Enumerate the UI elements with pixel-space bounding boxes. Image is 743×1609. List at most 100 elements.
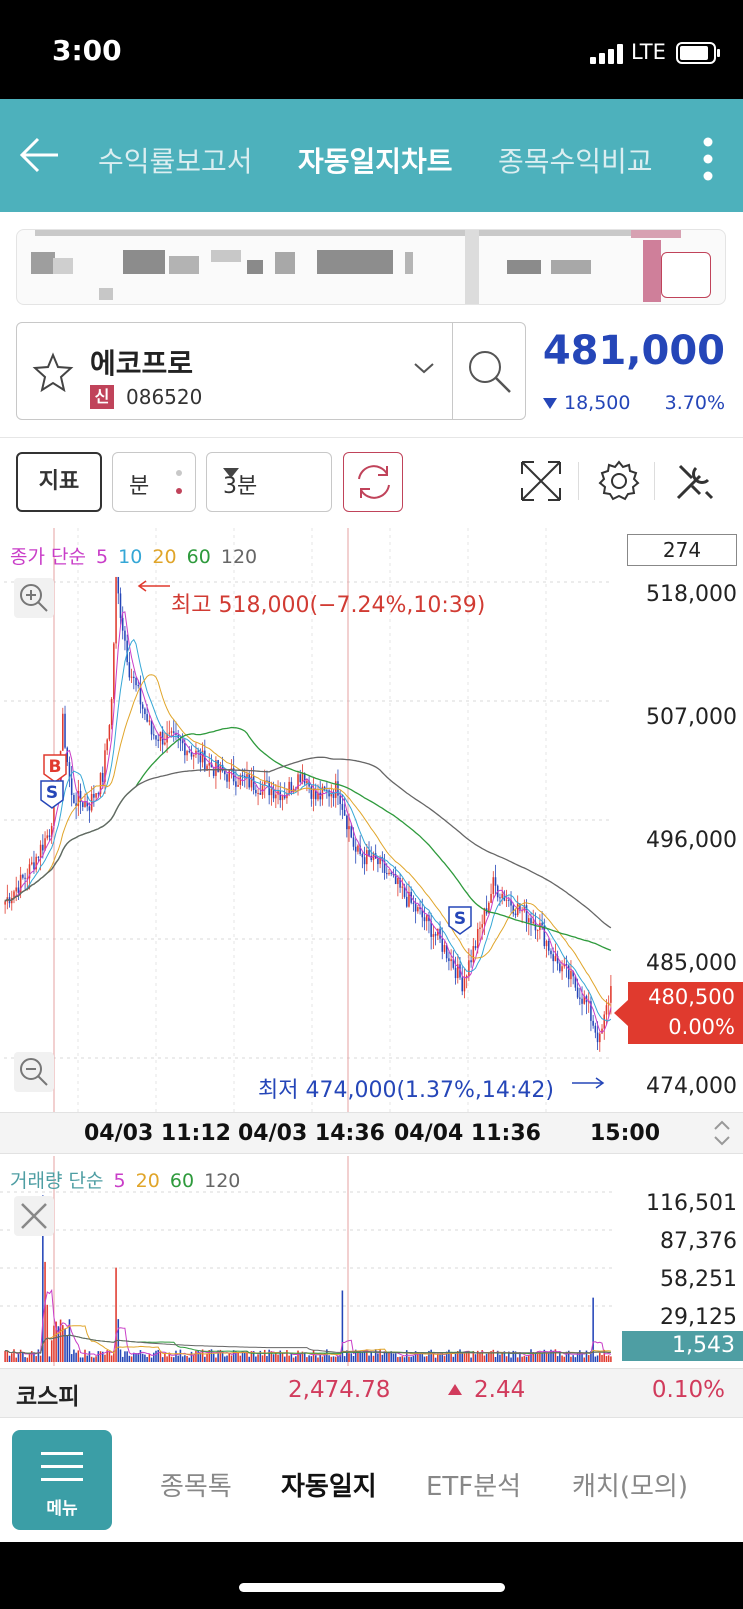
zoom-out-button[interactable] xyxy=(14,1052,54,1092)
candle-body xyxy=(457,964,459,979)
kospi-change: 2.44 xyxy=(474,1377,526,1403)
volume-bar xyxy=(448,1349,450,1362)
chevron-down-icon[interactable] xyxy=(412,360,436,376)
volume-bar xyxy=(113,1350,115,1362)
nav-etf-analysis[interactable]: ETF분석 xyxy=(426,1472,522,1502)
volume-bar xyxy=(390,1351,392,1362)
gear-icon[interactable] xyxy=(596,458,642,504)
volume-bar xyxy=(552,1351,554,1362)
volume-legend-ma-120: 120 xyxy=(204,1170,241,1192)
candle-body xyxy=(42,844,44,851)
candle-body xyxy=(334,781,337,798)
tools-icon[interactable] xyxy=(672,458,718,504)
volume-bar xyxy=(432,1352,435,1362)
star-icon[interactable] xyxy=(32,352,74,392)
volume-bar xyxy=(430,1349,432,1362)
volume-bar xyxy=(26,1357,29,1362)
candle-body xyxy=(590,1001,592,1021)
candle-body xyxy=(13,891,15,899)
volume-bar xyxy=(4,1350,6,1362)
low-label: 최저 474,000(1.37%,14:42) xyxy=(258,1078,554,1103)
caret-down-icon xyxy=(223,468,239,478)
candle-body xyxy=(4,901,6,905)
volume-bar xyxy=(130,1356,133,1362)
volume-bar xyxy=(434,1357,437,1362)
ma-line-10 xyxy=(4,638,612,1022)
volume-bar xyxy=(423,1356,426,1362)
zoom-in-button[interactable] xyxy=(14,578,54,618)
candle-body xyxy=(115,576,117,644)
candle-body xyxy=(563,963,566,967)
volume-bar xyxy=(153,1352,155,1362)
close-volume-button[interactable] xyxy=(14,1196,54,1236)
volume-chart[interactable] xyxy=(0,1156,743,1366)
nav-catch-mock[interactable]: 캐치(모의) xyxy=(572,1472,688,1502)
candle-body xyxy=(310,786,313,799)
search-icon[interactable] xyxy=(466,348,514,396)
nav-auto-journal[interactable]: 자동일지 xyxy=(281,1472,377,1502)
y-tick: 496,000 xyxy=(646,828,737,853)
trade-marker-label: S xyxy=(46,783,58,803)
indicator-button[interactable]: 지표 xyxy=(16,452,102,512)
candle-body xyxy=(215,760,217,776)
volume-bar xyxy=(126,1351,128,1362)
volume-bar xyxy=(226,1355,228,1362)
menu-button[interactable]: 메뉴 xyxy=(12,1430,112,1530)
volume-bar xyxy=(441,1352,444,1362)
volume-bar xyxy=(135,1353,137,1362)
volume-bar xyxy=(346,1350,348,1362)
volume-legend[interactable]: 거래량 단순 5 20 60 120 xyxy=(10,1166,244,1193)
legend-ma-120: 120 xyxy=(220,546,258,568)
candle-body xyxy=(99,772,102,794)
price-chart[interactable]: BSS xyxy=(0,528,743,1112)
volume-bar xyxy=(381,1354,384,1362)
scroll-updown-icon[interactable] xyxy=(712,1118,732,1148)
kospi-bar[interactable] xyxy=(0,1368,743,1418)
candle-body xyxy=(108,725,111,740)
tab-auto-journal-chart[interactable]: 자동일지차트 xyxy=(298,145,453,178)
volume-bar xyxy=(385,1352,388,1362)
more-vertical-icon[interactable] xyxy=(702,136,714,182)
ma-legend[interactable]: 종가 단순 5 10 20 60 120 xyxy=(10,542,261,569)
legend-ma-60: 60 xyxy=(186,546,211,568)
candle-body xyxy=(565,963,568,966)
volume-bar xyxy=(452,1356,455,1362)
volume-bar xyxy=(412,1355,415,1362)
tab-stock-return-compare[interactable]: 종목수익비교 xyxy=(498,145,653,178)
tab-return-report[interactable]: 수익률보고서 xyxy=(98,145,253,178)
volume-legend-ma-60: 60 xyxy=(169,1170,195,1192)
candle-body xyxy=(226,774,228,782)
candle-body xyxy=(33,862,35,870)
candle-body xyxy=(104,750,106,782)
volume-bar xyxy=(372,1355,375,1362)
volume-bar xyxy=(481,1350,483,1362)
volume-bar xyxy=(157,1349,159,1362)
nav-stock-talk[interactable]: 종목톡 xyxy=(160,1472,232,1502)
home-indicator[interactable] xyxy=(239,1583,505,1592)
minute-button[interactable]: 분 xyxy=(112,452,196,512)
candle-body xyxy=(425,915,428,922)
minute-label: 분 xyxy=(129,474,150,499)
candle-body xyxy=(275,794,277,799)
volume-bar xyxy=(357,1352,359,1362)
candle-body xyxy=(561,966,563,972)
candle-body xyxy=(470,960,472,963)
candle-body xyxy=(448,958,450,962)
volume-bar xyxy=(306,1357,308,1362)
expand-icon[interactable] xyxy=(518,458,564,504)
candle-body xyxy=(430,921,432,937)
candle-count[interactable]: 274 xyxy=(627,534,737,566)
ma-line-5 xyxy=(4,611,612,1034)
volume-bar xyxy=(337,1356,339,1362)
volume-bar xyxy=(148,1354,151,1362)
volume-bar xyxy=(330,1356,333,1362)
period-select[interactable]: 3분 xyxy=(206,452,332,512)
trade-marker xyxy=(40,780,64,809)
volume-y-tick: 87,376 xyxy=(660,1229,737,1254)
ad-banner[interactable] xyxy=(16,229,726,305)
refresh-button[interactable] xyxy=(343,452,403,512)
candle-body xyxy=(124,630,126,641)
back-arrow-icon[interactable] xyxy=(18,133,62,177)
volume-bar xyxy=(268,1349,270,1362)
candle-body xyxy=(554,956,557,962)
